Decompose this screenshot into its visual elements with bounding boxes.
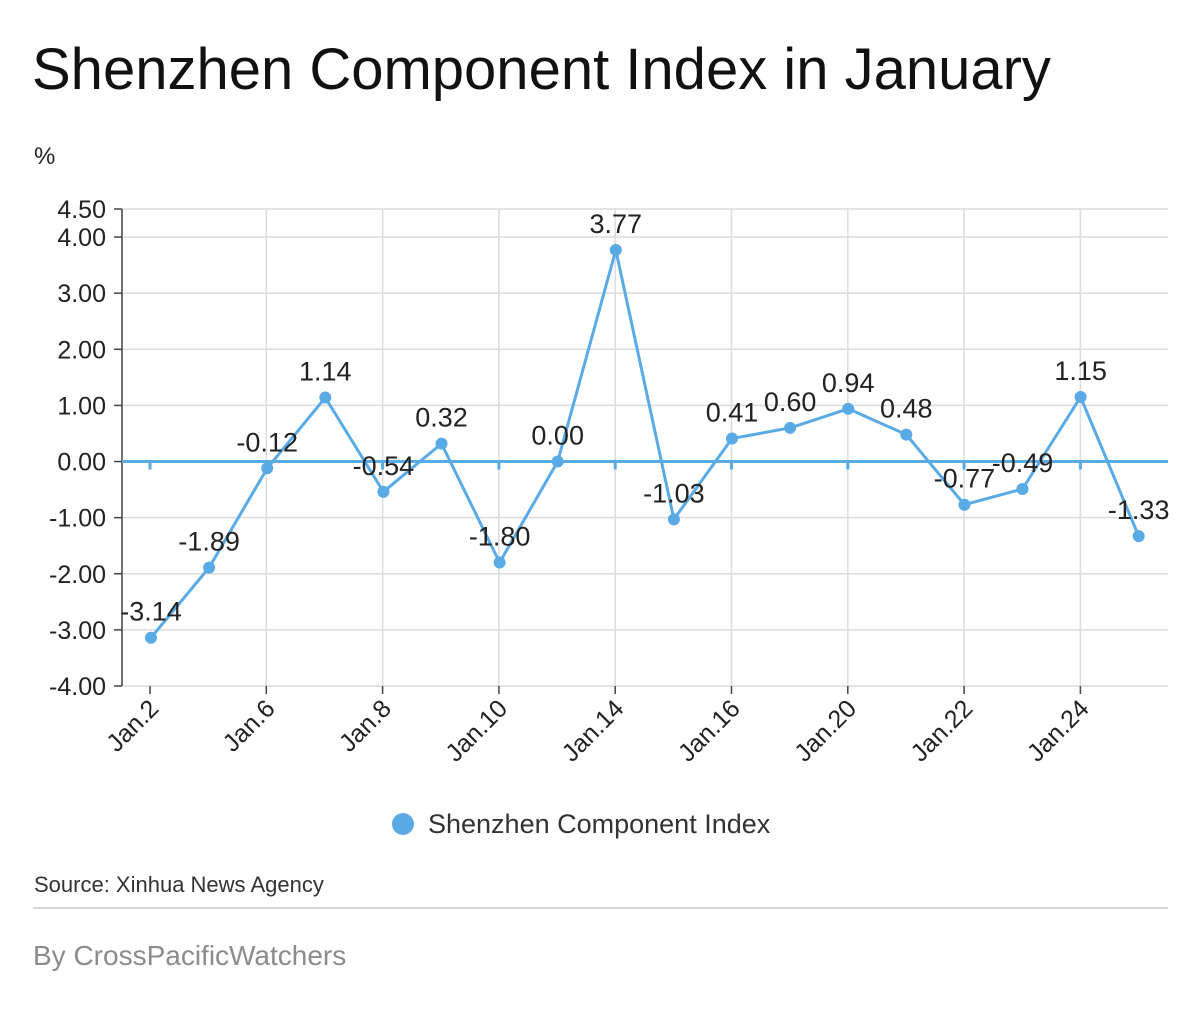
y-tick-label: -2.00 [49,561,106,589]
data-label: 1.15 [1054,356,1107,386]
byline: By CrossPacificWatchers [33,940,347,971]
data-label: -3.14 [120,597,182,627]
data-label: -0.12 [236,427,298,457]
divider [33,907,1168,909]
x-tick-label: Jan.16 [673,694,746,767]
x-tick-label: Jan.6 [217,694,280,757]
y-tick-label: -1.00 [49,505,106,533]
x-tick-label: Jan.20 [789,694,862,767]
data-label: 0.41 [706,398,759,428]
data-point[interactable] [900,428,913,441]
data-point[interactable] [319,391,332,404]
data-label: -0.54 [353,451,415,481]
data-label: -1.80 [469,522,531,552]
source-note: Source: Xinhua News Agency [34,872,324,897]
data-label: -1.03 [643,478,705,508]
y-tick-label: 4.50 [57,196,106,224]
data-label: 1.14 [299,357,352,387]
data-point[interactable] [842,402,855,415]
data-point[interactable] [609,243,622,256]
y-axis-unit: % [34,143,56,170]
data-point[interactable] [1016,483,1029,496]
y-tick-label: -3.00 [49,617,106,645]
y-tick-label: 3.00 [57,280,106,308]
data-point[interactable] [145,631,157,644]
legend-label: Shenzhen Component Index [428,808,771,839]
data-point[interactable] [1074,390,1087,403]
x-tick-label: Jan.2 [101,694,164,757]
data-label: 0.00 [531,421,584,451]
y-tick-label: 1.00 [57,392,106,420]
data-label: -0.49 [992,448,1054,478]
data-point[interactable] [958,498,971,511]
data-label: -0.77 [934,464,996,494]
x-tick-label: Jan.14 [557,694,630,767]
data-point[interactable] [261,462,274,475]
data-label: -1.33 [1108,495,1170,525]
data-label: 3.77 [590,209,643,239]
series-line [149,248,1141,639]
chart-title: Shenzhen Component Index in January [32,37,1051,102]
data-label: 0.60 [764,387,817,417]
data-label: 0.48 [880,394,933,424]
y-tick-label: 4.00 [57,224,106,252]
data-point[interactable] [435,437,448,450]
y-tick-label: 0.00 [57,449,106,477]
data-point[interactable] [203,561,216,574]
data-point[interactable] [551,455,564,468]
legend[interactable]: Shenzhen Component Index [392,806,770,842]
x-tick-label: Jan.10 [440,694,513,767]
data-point[interactable] [1132,530,1145,543]
x-tick-label: Jan.8 [334,694,397,757]
x-tick-label: Jan.22 [905,694,978,767]
x-tick-label: Jan.24 [1022,694,1095,767]
data-label: 0.94 [822,368,875,398]
data-point[interactable] [726,432,738,445]
data-point[interactable] [784,421,797,434]
data-label: 0.32 [415,403,468,433]
data-label: -1.89 [178,527,240,557]
data-point[interactable] [493,556,506,569]
y-tick-label: 2.00 [57,336,106,364]
legend-marker-icon [392,813,414,835]
data-point[interactable] [377,485,390,498]
data-point[interactable] [667,513,680,526]
y-tick-label: -4.00 [49,673,106,701]
